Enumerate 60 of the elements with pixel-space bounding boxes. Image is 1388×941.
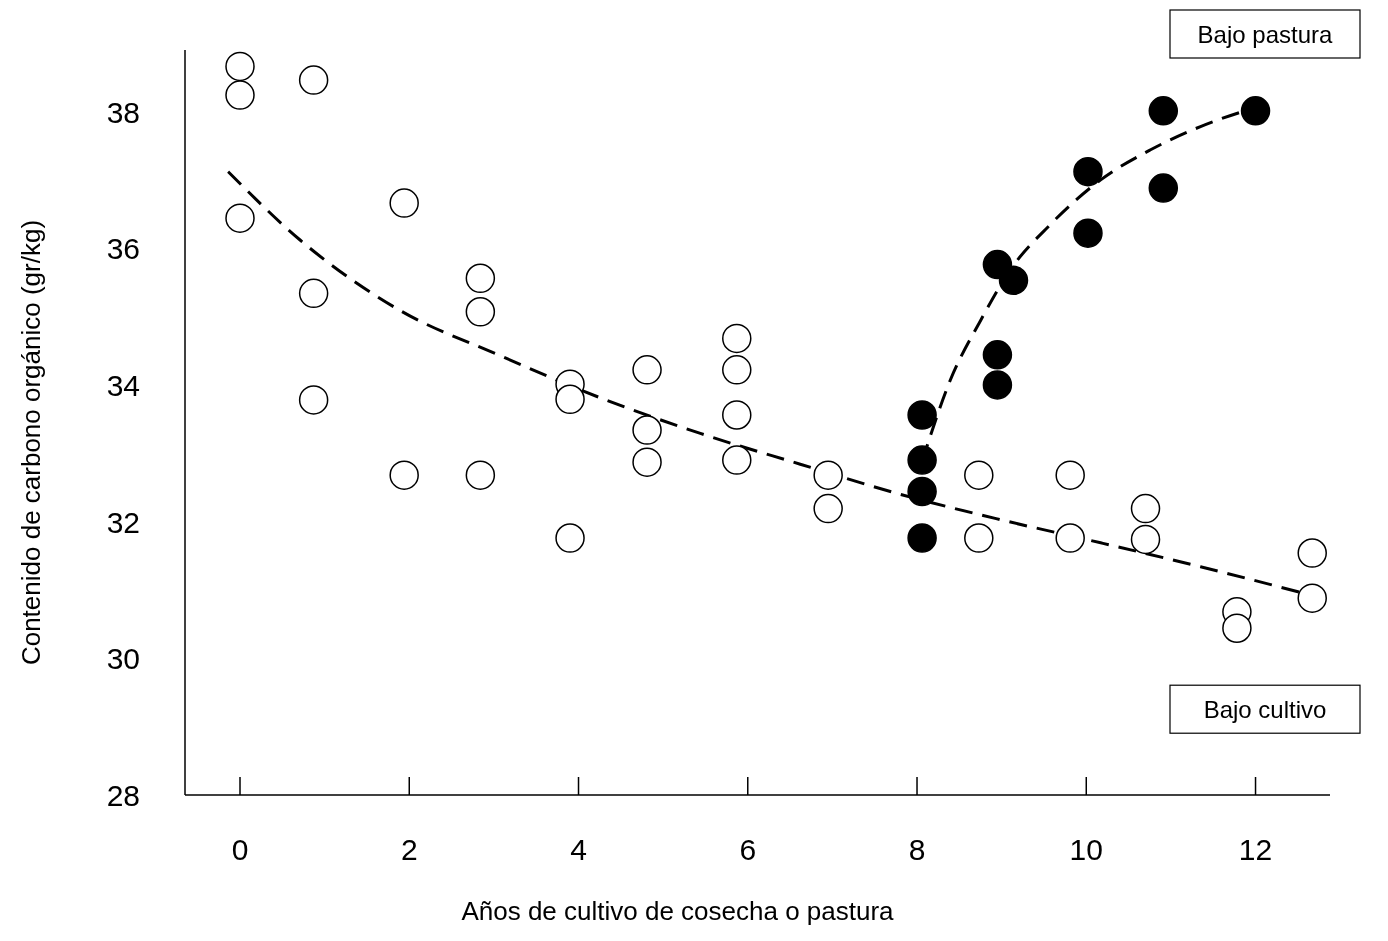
point <box>465 460 496 490</box>
point <box>389 460 419 490</box>
point <box>722 400 752 430</box>
x-tick-label: 10 <box>1069 833 1103 866</box>
point <box>813 460 843 490</box>
point <box>982 340 1013 370</box>
x-tick-label: 8 <box>908 833 926 866</box>
point <box>632 355 662 385</box>
x-tick-label: 12 <box>1238 833 1273 866</box>
point <box>225 51 255 82</box>
point <box>1055 460 1085 490</box>
y-tick-label: 32 <box>106 505 140 539</box>
point <box>998 265 1029 296</box>
text: Bajo cultivo <box>1203 696 1327 724</box>
point <box>964 460 994 490</box>
point <box>298 278 329 309</box>
point <box>1148 173 1179 203</box>
point <box>964 523 994 553</box>
point <box>813 493 843 524</box>
point <box>298 385 329 415</box>
y-tick-label: 38 <box>106 95 140 129</box>
point <box>982 370 1013 400</box>
point <box>632 447 662 477</box>
point <box>1148 96 1179 126</box>
point <box>465 263 496 294</box>
text: Bajo pastura <box>1197 21 1334 48</box>
y-tick-label: 30 <box>106 642 140 676</box>
x-tick-label: 0 <box>231 833 249 866</box>
point <box>722 355 752 385</box>
point <box>907 400 937 430</box>
x-tick-label: 2 <box>400 833 418 866</box>
x-tick-label: 6 <box>739 833 757 866</box>
point <box>298 65 329 95</box>
point <box>722 445 752 475</box>
y-tick-label: 28 <box>106 779 140 812</box>
y-tick-label: 36 <box>106 232 140 266</box>
point <box>225 80 255 110</box>
point <box>1222 613 1252 643</box>
point <box>1240 96 1271 126</box>
point <box>907 476 937 507</box>
point <box>1297 538 1327 568</box>
point <box>389 188 419 218</box>
point <box>555 523 585 553</box>
point <box>1055 523 1085 553</box>
point <box>465 297 496 327</box>
point <box>1130 524 1161 555</box>
point <box>1073 218 1103 248</box>
y-axis-title: Contenido de carbono orgánico (gr/kg) <box>16 219 46 666</box>
point <box>225 203 255 233</box>
x-tick-label: 4 <box>570 833 587 866</box>
y-tick-label: 34 <box>106 368 140 402</box>
point <box>722 323 752 354</box>
point <box>632 415 662 445</box>
point <box>907 523 937 553</box>
point <box>907 445 937 475</box>
point <box>555 384 585 415</box>
point <box>1073 156 1103 187</box>
point <box>1130 493 1161 524</box>
x-axis-title: Años de cultivo de cosecha o pastura <box>461 896 895 926</box>
point <box>1297 583 1327 613</box>
